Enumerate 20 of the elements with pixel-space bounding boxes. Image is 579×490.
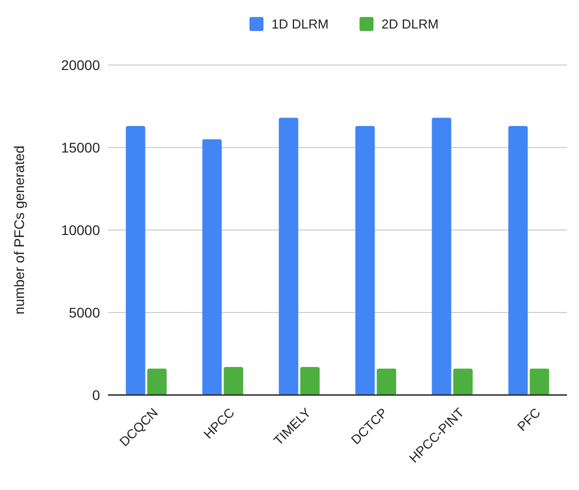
y-tick-label: 0: [92, 386, 100, 403]
bar: [224, 366, 244, 395]
legend-label: 1D DLRM: [272, 16, 329, 32]
bar: [355, 126, 375, 395]
legend-label: 2D DLRM: [382, 16, 439, 32]
bar: [202, 139, 222, 395]
bar: [376, 368, 396, 395]
bar: [530, 368, 550, 395]
bar: [126, 126, 146, 395]
bar: [147, 368, 167, 395]
bar: [300, 366, 320, 395]
bar: [508, 126, 528, 395]
y-tick-label: 20000: [61, 56, 100, 73]
bar: [432, 118, 452, 395]
bar: [278, 118, 298, 395]
y-tick-label: 5000: [68, 304, 100, 320]
y-axis-title: number of PFCs generated: [11, 146, 27, 314]
bar: [453, 368, 473, 395]
y-tick-label: 10000: [61, 222, 100, 238]
y-tick-label: 15000: [61, 139, 100, 156]
